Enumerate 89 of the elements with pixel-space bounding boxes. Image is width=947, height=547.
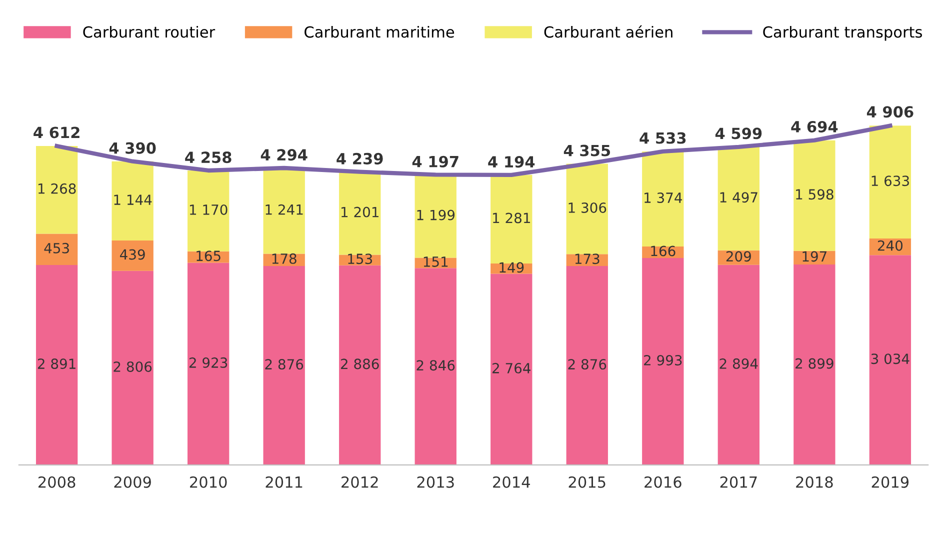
data-label: 2 806 [114,361,152,372]
data-label: 1 306 [568,202,606,213]
data-label: 4 194 [488,156,535,168]
bar [36,265,78,465]
x-tick-label: 2010 [190,476,227,488]
x-tick-label: 2008 [38,476,76,488]
bar [36,146,78,234]
data-label: 4 197 [412,156,458,168]
bar [869,255,912,465]
data-label: 4 258 [185,152,232,164]
bar [566,266,608,465]
data-label: 2 876 [568,359,606,370]
data-label: 2 846 [416,360,455,371]
x-tick-label: 2009 [114,476,151,488]
x-tick-label: 2017 [720,476,757,488]
x-tick-label: 2019 [872,476,909,488]
bar [718,146,760,250]
data-label: 4 390 [109,142,156,154]
data-label: 3 034 [871,354,910,364]
x-tick-label: 2013 [417,476,454,488]
data-label: 1 268 [38,183,76,194]
data-label: 4 694 [791,120,838,133]
data-label: 240 [878,240,903,251]
data-label: 4 906 [866,106,914,118]
data-label: 1 497 [720,192,758,203]
x-tick-label: 2014 [493,476,530,488]
bar [414,268,456,465]
data-label: 1 199 [417,210,455,220]
bar [112,270,154,465]
data-label: 4 294 [260,149,308,161]
bar [188,170,230,252]
x-tick-label: 2015 [568,476,606,488]
data-label: 1 633 [872,176,909,186]
bar [112,240,154,271]
data-label: 1 144 [114,194,152,205]
data-label: 173 [575,254,600,264]
legend-label: Carburant routier [83,26,216,38]
data-label: 1 170 [190,204,228,215]
data-label: 4 533 [640,132,686,144]
data-label: 1 241 [266,204,303,215]
bar [794,264,836,465]
data-label: 209 [726,251,751,262]
data-label: 4 599 [715,128,762,140]
x-tick-label: 2018 [796,476,833,488]
data-label: 1 281 [493,212,530,224]
data-label: 1 374 [644,192,682,204]
data-label: 166 [651,246,676,256]
data-label: 2 923 [189,357,228,368]
bar [112,161,154,241]
x-tick-label: 2011 [266,476,302,488]
data-label: 2 891 [38,358,76,370]
data-label: 178 [272,253,296,264]
data-label: 453 [44,242,69,254]
data-label: 1 598 [796,189,834,200]
data-label: 4 612 [34,126,80,138]
bar [718,264,760,465]
data-label: 2 764 [492,362,530,374]
data-label: 2 899 [796,358,834,369]
bar [490,174,532,264]
data-label: 4 355 [564,144,610,156]
data-label: 153 [348,254,372,264]
data-label: 2 876 [265,359,304,370]
bar [339,172,381,255]
bar [642,151,684,246]
data-label: 149 [500,262,524,273]
bar [490,274,532,465]
data-label: 2 886 [340,358,379,370]
data-label: 4 239 [336,152,383,164]
data-label: 1 201 [342,206,378,218]
data-label: 197 [802,251,826,262]
data-label: 165 [196,250,220,262]
data-label: 439 [120,249,145,260]
bar [36,234,78,266]
bar [188,262,230,465]
bar [263,266,305,465]
x-tick-label: 2012 [342,476,378,488]
legend-label: Carburant maritime [304,26,454,38]
bar [794,140,836,251]
bar [642,258,684,465]
x-tick-label: 2016 [644,476,682,488]
legend-label: Carburant transports [763,26,922,41]
bar [869,126,912,239]
data-label: 151 [424,256,448,267]
bar [414,174,456,258]
bar [566,164,608,254]
data-label: 2 993 [644,354,682,366]
legend-label: Carburant aérien [544,25,672,38]
data-label: 2 894 [720,358,758,369]
bar [339,265,381,465]
